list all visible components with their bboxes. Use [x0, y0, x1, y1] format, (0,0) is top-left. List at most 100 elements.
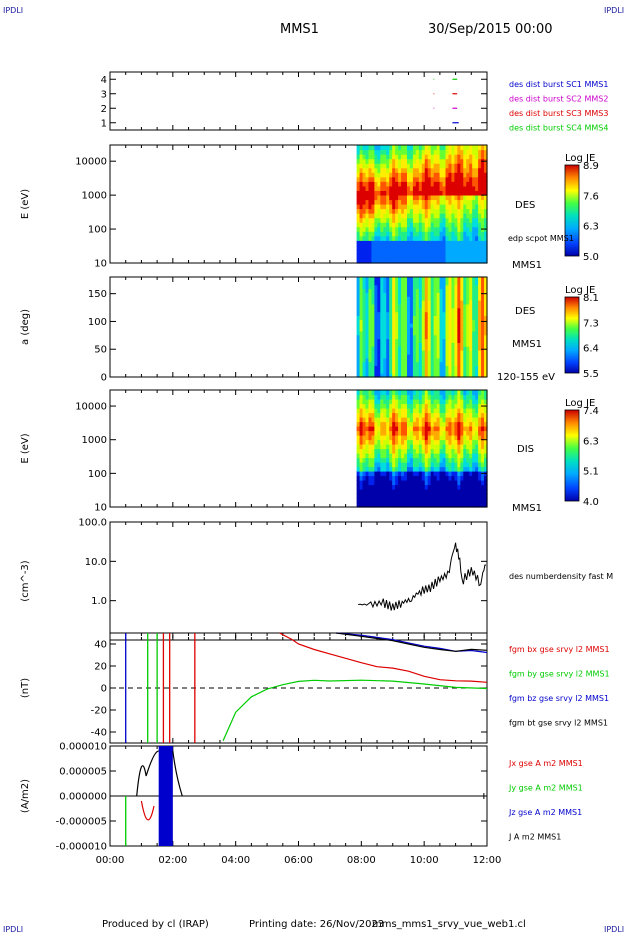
spectrogram-cell [418, 471, 423, 477]
spectrogram-cell [380, 226, 384, 232]
spectrogram-cell [472, 334, 476, 340]
spectrogram-cell [436, 226, 441, 232]
spectrogram-cell [401, 167, 405, 173]
spectrogram-cell [365, 163, 370, 169]
spectrogram-cell [457, 444, 461, 450]
spectrogram-cell [442, 338, 447, 343]
spectrogram-cell [371, 471, 375, 477]
spectrogram-cell [412, 323, 417, 328]
spectrogram-cell [484, 498, 488, 504]
spectrogram-cell [445, 284, 450, 290]
spectrogram-cell [389, 217, 393, 223]
spectrogram-cell [362, 417, 367, 423]
spectrogram-cell [445, 258, 450, 264]
spectrogram-cell [436, 288, 441, 293]
spectrogram-cell [374, 430, 378, 436]
spectrogram-cell [472, 307, 476, 313]
spectrogram-cell [478, 249, 482, 255]
spectrogram-cell [404, 444, 408, 450]
spectrogram-cell [472, 502, 476, 508]
spectrogram-cell [424, 489, 429, 495]
spectrogram-cell [386, 417, 390, 423]
spectrogram-cell [478, 403, 482, 409]
spectrogram-cell [371, 480, 375, 486]
spectrogram-cell [365, 489, 370, 495]
spectrogram-cell [466, 448, 470, 454]
spectrogram-cell [386, 444, 390, 450]
spectrogram-cell [460, 149, 464, 155]
spectrogram-cell [389, 149, 393, 155]
spectrogram-cell [460, 292, 464, 297]
spectrogram-cell [469, 498, 473, 504]
spectrogram-cell [377, 330, 381, 336]
spectrogram-cell [433, 217, 438, 223]
spectrogram-cell [374, 213, 378, 219]
spectrogram-cell [463, 480, 467, 486]
spectrogram-cell [406, 284, 411, 290]
spectrogram-cell [362, 154, 367, 160]
spectrogram-cell [436, 330, 441, 336]
spectrogram-cell [356, 412, 361, 418]
spectrogram-cell [401, 292, 405, 297]
spectrogram-cell [374, 327, 378, 332]
spectrogram-cell [472, 489, 476, 495]
spectrogram-cell [430, 471, 435, 477]
spectrogram-cell [377, 292, 381, 297]
spectrogram-cell [398, 412, 402, 418]
spectrogram-cell [383, 149, 387, 155]
spectrogram-cell [362, 244, 367, 250]
spectrogram-cell [469, 475, 473, 481]
spectrogram-cell [439, 357, 444, 363]
spectrogram-cell [380, 353, 384, 359]
spectrogram-cell [412, 475, 417, 481]
spectrogram-cell [412, 480, 417, 486]
spectrogram-cell [386, 231, 390, 237]
spectrogram-cell [466, 365, 470, 370]
spectrogram-cell [454, 457, 458, 463]
spectrogram-cell [409, 394, 414, 400]
spectrogram-cell [374, 353, 378, 359]
spectrogram-cell [401, 435, 405, 441]
spectrogram-cell [433, 277, 438, 282]
spectrogram-cell [412, 284, 417, 290]
spectrogram-cell [472, 373, 476, 378]
spectrogram-cell [433, 471, 438, 477]
spectrogram-cell [368, 315, 373, 320]
spectrogram-cell [362, 399, 367, 405]
spectrogram-cell [439, 453, 444, 459]
spectrogram-cell [463, 235, 467, 241]
spectrogram-cell [457, 457, 461, 463]
spectrogram-3 [356, 390, 488, 508]
spectrogram-cell [380, 439, 384, 445]
spectrogram-cell [424, 346, 429, 351]
spectrogram-cell [445, 163, 450, 169]
spectrogram-cell [383, 399, 387, 405]
spectrogram-cell [365, 185, 370, 191]
spectrogram-cell [389, 158, 393, 164]
spectrogram-cell [404, 334, 408, 340]
spectrogram-cell [389, 369, 393, 374]
spectrogram-cell [448, 280, 453, 286]
spectrogram-cell [368, 342, 373, 347]
spectrogram-cell [386, 292, 390, 297]
spectrogram-cell [481, 342, 485, 347]
spectrogram-cell [454, 430, 458, 436]
spectrogram-cell [445, 502, 450, 508]
spectrogram-cell [481, 489, 485, 495]
spectrogram-cell [451, 435, 456, 441]
spectrogram-cell [359, 493, 364, 499]
spectrogram-cell [359, 502, 364, 508]
spectrogram-cell [398, 311, 402, 317]
spectrogram-cell [451, 244, 456, 250]
spectrogram-cell [475, 190, 479, 196]
y-axis-label-2: a (deg) [20, 309, 31, 345]
spectrogram-cell [481, 330, 485, 336]
spectrogram-cell [389, 346, 393, 351]
spectrogram-cell [395, 296, 399, 301]
spectrogram-cell [448, 319, 453, 324]
spectrogram-cell [406, 338, 411, 343]
spectrogram-cell [451, 145, 456, 151]
spectrogram-cell [365, 338, 370, 343]
spectrogram-cell [478, 426, 482, 432]
spectrogram-cell [448, 457, 453, 463]
